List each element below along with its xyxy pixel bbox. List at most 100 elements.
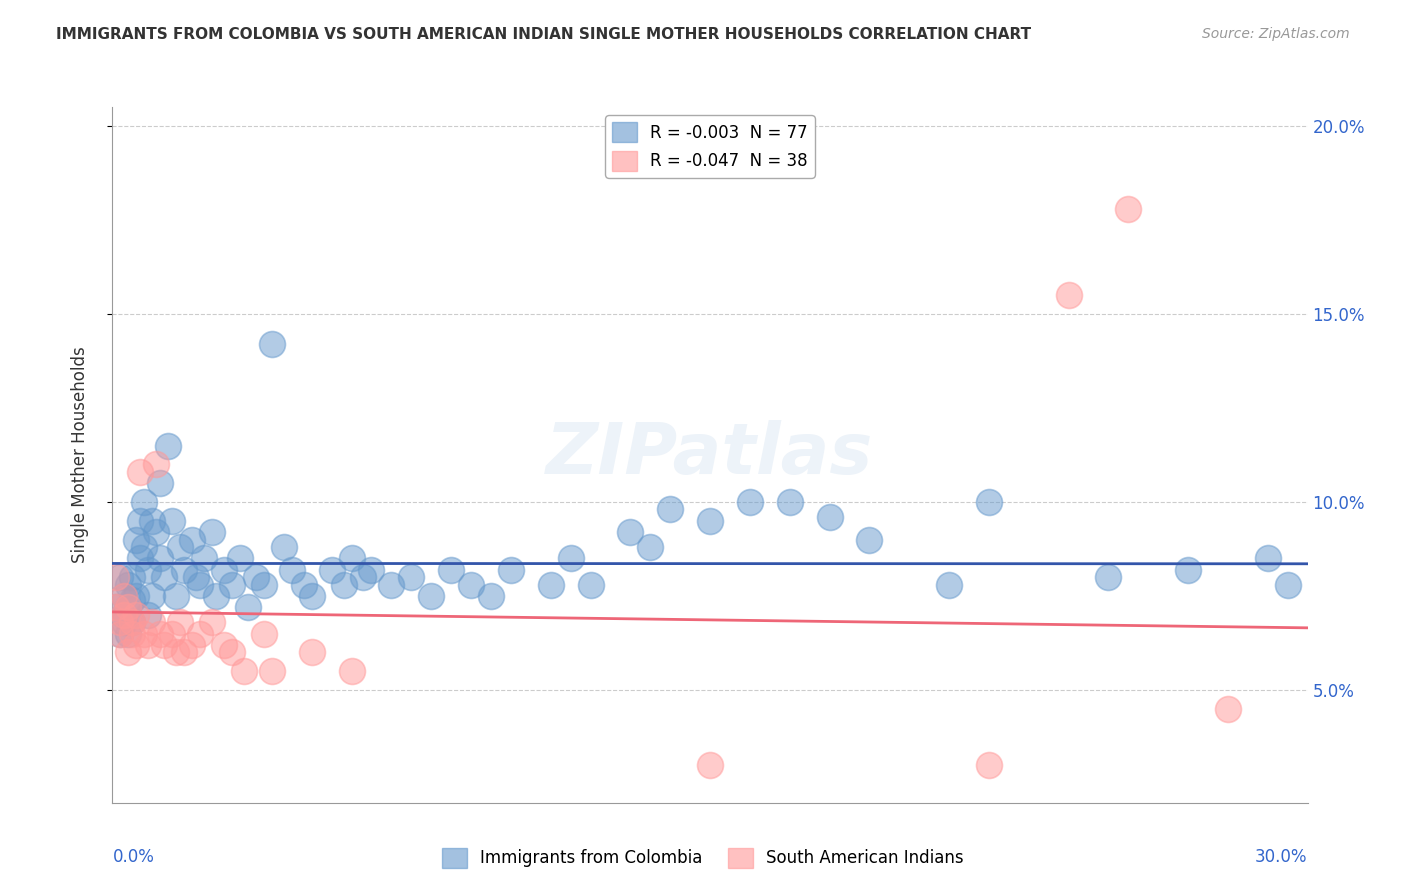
Y-axis label: Single Mother Households: Single Mother Households — [70, 347, 89, 563]
Point — [114, 615, 135, 630]
Point — [121, 615, 143, 630]
Point — [162, 626, 183, 640]
Point — [977, 495, 1000, 509]
Point — [353, 570, 375, 584]
Point — [149, 626, 172, 640]
Point — [117, 600, 139, 615]
Point — [340, 664, 363, 678]
Point — [129, 465, 152, 479]
Point — [169, 540, 191, 554]
Point — [201, 615, 224, 630]
Point — [188, 626, 211, 640]
Point — [229, 551, 252, 566]
Point — [157, 438, 180, 452]
Point — [121, 615, 143, 630]
Point — [165, 589, 187, 603]
Point — [125, 589, 148, 603]
Point — [212, 638, 235, 652]
Legend: R = -0.003  N = 77, R = -0.047  N = 38: R = -0.003 N = 77, R = -0.047 N = 38 — [606, 115, 814, 178]
Point — [169, 615, 191, 630]
Point — [201, 524, 224, 539]
Point — [380, 577, 402, 591]
Point — [125, 533, 148, 547]
Point — [360, 563, 382, 577]
Point — [260, 664, 283, 678]
Point — [281, 563, 304, 577]
Point — [292, 577, 315, 591]
Point — [114, 607, 135, 622]
Point — [321, 563, 343, 577]
Point — [134, 495, 156, 509]
Point — [779, 495, 801, 509]
Point — [273, 540, 295, 554]
Point — [153, 570, 176, 584]
Point — [221, 645, 243, 659]
Point — [186, 570, 208, 584]
Point — [117, 600, 139, 615]
Point — [165, 645, 187, 659]
Point — [205, 589, 228, 603]
Legend: Immigrants from Colombia, South American Indians: Immigrants from Colombia, South American… — [436, 841, 970, 875]
Point — [141, 615, 163, 630]
Text: 0.0%: 0.0% — [112, 848, 155, 866]
Point — [121, 570, 143, 584]
Point — [105, 570, 128, 584]
Point — [1057, 288, 1080, 302]
Point — [401, 570, 423, 584]
Point — [233, 664, 256, 678]
Point — [619, 524, 641, 539]
Point — [121, 592, 143, 607]
Point — [332, 577, 354, 591]
Point — [173, 563, 195, 577]
Point — [162, 514, 183, 528]
Point — [134, 540, 156, 554]
Text: Source: ZipAtlas.com: Source: ZipAtlas.com — [1202, 27, 1350, 41]
Point — [110, 626, 132, 640]
Point — [659, 502, 682, 516]
Point — [117, 645, 139, 659]
Point — [125, 607, 148, 622]
Point — [699, 514, 721, 528]
Point — [479, 589, 502, 603]
Point — [460, 577, 482, 591]
Point — [153, 638, 176, 652]
Point — [173, 645, 195, 659]
Point — [221, 577, 243, 591]
Point — [540, 577, 562, 591]
Point — [560, 551, 582, 566]
Point — [141, 514, 163, 528]
Point — [301, 645, 323, 659]
Text: ZIPatlas: ZIPatlas — [547, 420, 873, 490]
Point — [499, 563, 522, 577]
Point — [253, 626, 276, 640]
Point — [440, 563, 463, 577]
Point — [117, 577, 139, 591]
Point — [134, 626, 156, 640]
Point — [145, 458, 167, 472]
Point — [938, 577, 960, 591]
Point — [114, 589, 135, 603]
Point — [245, 570, 267, 584]
Point — [105, 600, 128, 615]
Point — [420, 589, 443, 603]
Point — [1097, 570, 1119, 584]
Point — [114, 607, 135, 622]
Point — [138, 638, 160, 652]
Point — [105, 600, 128, 615]
Point — [699, 758, 721, 772]
Point — [640, 540, 662, 554]
Point — [236, 600, 259, 615]
Point — [738, 495, 761, 509]
Point — [301, 589, 323, 603]
Point — [149, 476, 172, 491]
Point — [110, 615, 132, 630]
Point — [193, 551, 215, 566]
Point — [212, 563, 235, 577]
Text: 30.0%: 30.0% — [1256, 848, 1308, 866]
Point — [1177, 563, 1199, 577]
Point — [181, 533, 204, 547]
Point — [141, 589, 163, 603]
Point — [858, 533, 880, 547]
Point — [121, 626, 143, 640]
Point — [149, 551, 172, 566]
